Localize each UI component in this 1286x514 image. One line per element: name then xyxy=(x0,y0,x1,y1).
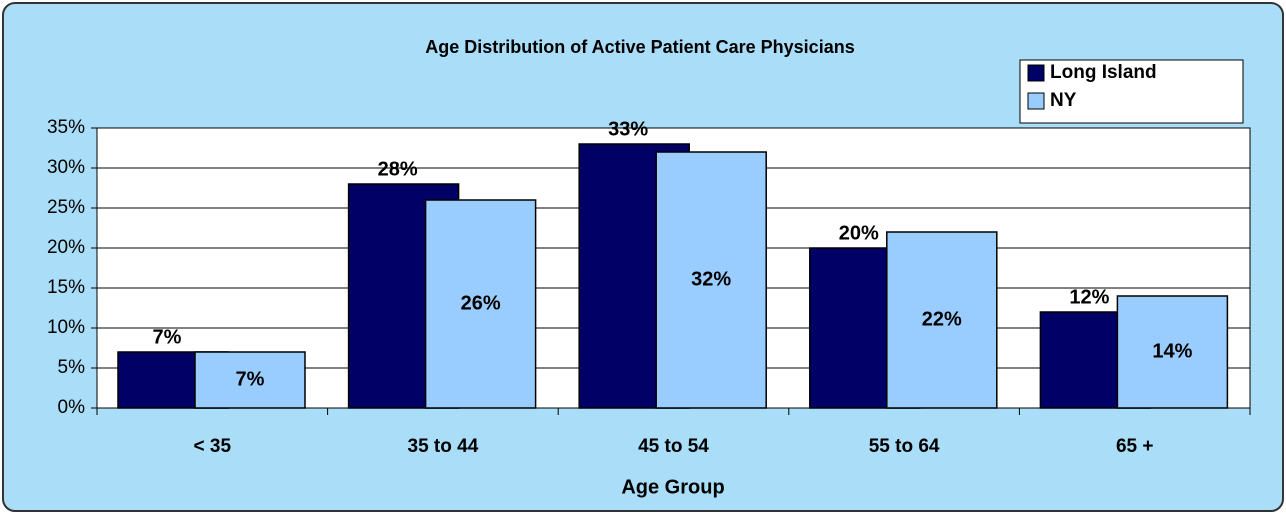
data-label: 26% xyxy=(461,292,501,314)
data-label: 14% xyxy=(1152,340,1192,362)
bar xyxy=(886,231,998,409)
bar xyxy=(424,199,537,409)
legend-label: NY xyxy=(1050,90,1077,111)
x-tick-label: 45 to 54 xyxy=(638,436,709,457)
bar xyxy=(655,151,767,409)
chart-title: Age Distribution of Active Patient Care … xyxy=(425,37,854,57)
y-tick-label: 20% xyxy=(47,237,85,258)
data-label: 32% xyxy=(691,268,731,290)
x-tick-label: 35 to 44 xyxy=(408,436,479,457)
y-tick-label: 10% xyxy=(47,317,85,338)
legend-label: Long Island xyxy=(1050,62,1157,83)
legend-swatch xyxy=(1027,92,1045,110)
x-tick-label: 55 to 64 xyxy=(869,436,940,457)
y-tick-label: 15% xyxy=(47,277,85,298)
x-tick-label: 65 + xyxy=(1116,436,1154,457)
data-label: 12% xyxy=(1069,286,1109,308)
legend-box-outer xyxy=(1019,59,1244,124)
data-label: 28% xyxy=(378,158,418,180)
data-label: 7% xyxy=(153,326,182,348)
y-tick-label: 0% xyxy=(58,397,86,418)
x-tick-label: < 35 xyxy=(194,436,232,457)
y-tick-label: 35% xyxy=(47,117,85,138)
y-tick-label: 25% xyxy=(47,197,85,218)
y-tick-label: 5% xyxy=(58,357,86,378)
bar xyxy=(1116,295,1229,409)
data-label: 33% xyxy=(608,118,648,140)
data-label: 22% xyxy=(922,308,962,330)
y-tick-label: 30% xyxy=(47,157,85,178)
x-axis-label: Age Group xyxy=(621,476,724,498)
bar xyxy=(194,351,306,409)
legend-swatch xyxy=(1027,64,1045,82)
data-label: 20% xyxy=(839,222,879,244)
data-label: 7% xyxy=(236,368,265,390)
